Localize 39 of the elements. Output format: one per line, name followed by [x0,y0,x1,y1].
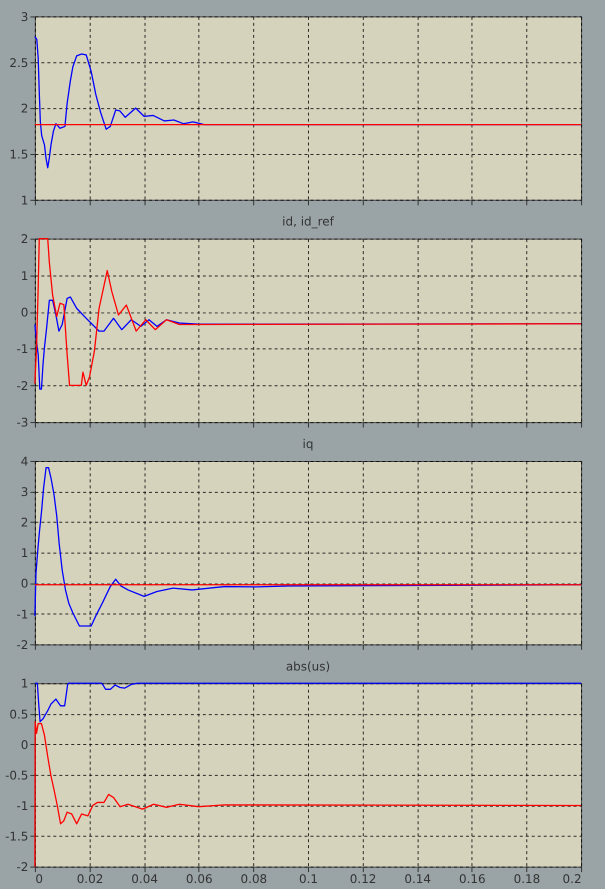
y-tick-label: -1.5 [5,830,28,844]
y-tick-label: -2 [16,638,28,652]
y-tick-label: -0.5 [5,768,28,782]
y-tick-label: 0 [20,738,28,752]
y-tick-label: -1 [16,798,28,813]
x-tick-label: 0.18 [514,872,540,886]
y-tick-label: 1 [20,193,28,208]
chart-title: iq [302,436,314,451]
x-tick-label: 0 [35,872,43,886]
x-tick-label: 0.04 [131,872,158,886]
y-tick-label: 2 [20,102,28,116]
y-tick-label: 3 [20,485,28,499]
y-tick-label: 0.5 [9,707,28,722]
chart-title: abs(us) [286,659,330,674]
x-tick-label: 0.16 [459,872,486,886]
x-tick-label: 0.1 [298,872,318,886]
y-tick-label: -1 [16,607,28,622]
x-tick-label: 0.08 [240,872,268,886]
y-tick-label: 2 [20,516,28,530]
y-tick-label: 3 [20,10,28,24]
y-tick-label: 0 [20,576,28,591]
y-tick-label: 0 [20,306,28,320]
y-tick-label: 2.5 [9,56,28,70]
x-tick-label: 0.2 [562,872,582,886]
y-tick-label: -3 [16,416,28,430]
x-tick-label: 0.14 [404,872,432,886]
y-tick-label: 2 [20,232,28,246]
y-tick-label: 1.5 [9,147,28,162]
x-tick-label: 0.12 [350,872,376,886]
y-tick-label: -2 [16,860,28,874]
y-tick-label: 4 [20,454,28,468]
x-tick-label: 0.02 [76,872,104,886]
x-tick-label: 0.06 [186,872,213,886]
y-tick-label: 1 [20,676,28,691]
y-tick-label: -2 [16,378,28,393]
y-tick-label: -1 [16,342,28,356]
y-tick-label: 1 [20,268,28,283]
y-tick-label: 1 [20,546,28,560]
chart-title: id, id_ref [282,214,335,229]
